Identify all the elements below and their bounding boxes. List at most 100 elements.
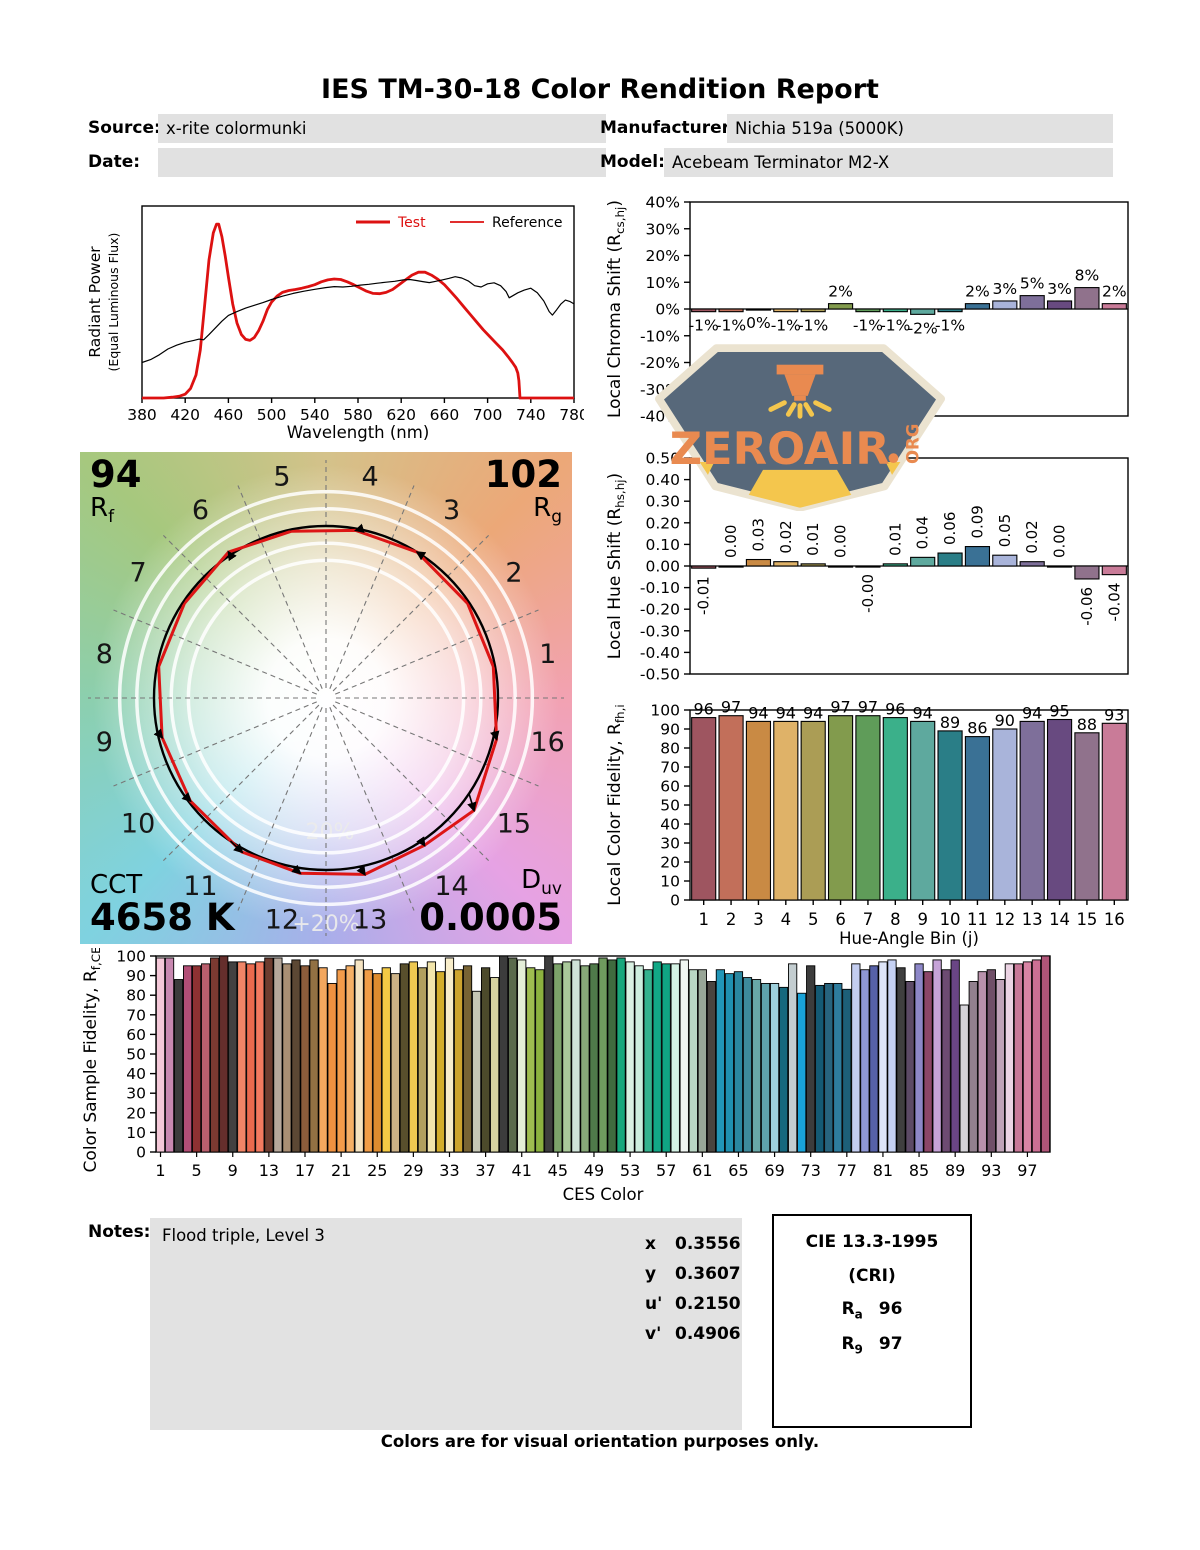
model-value: Acebeam Terminator M2-X bbox=[672, 153, 890, 172]
duv-label: Duv bbox=[521, 865, 562, 900]
svg-text:81: 81 bbox=[873, 1161, 893, 1180]
svg-text:540: 540 bbox=[300, 406, 330, 424]
svg-text:96: 96 bbox=[694, 700, 714, 719]
svg-text:-20%: -20% bbox=[640, 354, 680, 372]
svg-text:60: 60 bbox=[126, 1026, 146, 1044]
svg-text:13: 13 bbox=[1022, 910, 1043, 929]
svg-text:45: 45 bbox=[548, 1161, 568, 1180]
cri-subtitle: (CRI) bbox=[848, 1266, 896, 1286]
svg-text:Hue-Angle Bin (j): Hue-Angle Bin (j) bbox=[839, 929, 979, 948]
svg-text:11: 11 bbox=[967, 910, 988, 929]
source-field[interactable]: x-rite colormunki bbox=[158, 114, 606, 143]
cct-label: CCT bbox=[90, 869, 143, 900]
svg-text:70: 70 bbox=[660, 759, 680, 777]
svg-text:15: 15 bbox=[1076, 910, 1097, 929]
svg-text:1: 1 bbox=[539, 639, 556, 670]
svg-text:94: 94 bbox=[913, 703, 933, 722]
model-label: Model: bbox=[600, 152, 665, 172]
svg-text:40: 40 bbox=[126, 1065, 146, 1083]
svg-text:8: 8 bbox=[890, 910, 901, 929]
svg-text:90: 90 bbox=[660, 721, 680, 739]
svg-text:100: 100 bbox=[650, 702, 680, 720]
svg-text:21: 21 bbox=[331, 1161, 351, 1180]
svg-text:-1%: -1% bbox=[689, 317, 719, 335]
svg-text:17: 17 bbox=[295, 1161, 315, 1180]
svg-text:20: 20 bbox=[660, 854, 680, 872]
svg-text:-0.01: -0.01 bbox=[695, 576, 713, 615]
svg-text:-10%: -10% bbox=[640, 327, 680, 345]
svg-text:-1%: -1% bbox=[935, 317, 965, 335]
svg-text:3: 3 bbox=[753, 910, 764, 929]
svg-text:9: 9 bbox=[228, 1161, 238, 1180]
svg-text:53: 53 bbox=[620, 1161, 640, 1180]
svg-text:780: 780 bbox=[559, 406, 584, 424]
cri-title: CIE 13.3-1995 bbox=[805, 1232, 939, 1252]
svg-text:580: 580 bbox=[343, 406, 373, 424]
svg-text:85: 85 bbox=[909, 1161, 929, 1180]
svg-text:88: 88 bbox=[1077, 715, 1097, 734]
notes-label: Notes: bbox=[88, 1222, 151, 1242]
svg-text:8%: 8% bbox=[1075, 267, 1100, 285]
svg-text:9: 9 bbox=[96, 727, 113, 758]
svg-text:14: 14 bbox=[434, 871, 468, 902]
svg-text:9: 9 bbox=[917, 910, 928, 929]
date-field[interactable] bbox=[158, 148, 606, 177]
svg-text:70: 70 bbox=[126, 1006, 146, 1024]
manufacturer-value: Nichia 519a (5000K) bbox=[735, 119, 904, 138]
svg-text:1: 1 bbox=[698, 910, 709, 929]
svg-text:0%: 0% bbox=[655, 301, 680, 319]
svg-text:40: 40 bbox=[660, 816, 680, 834]
svg-text:4: 4 bbox=[361, 461, 378, 492]
svg-text:0.40: 0.40 bbox=[645, 471, 680, 489]
svg-text:-0.40: -0.40 bbox=[640, 644, 680, 662]
manufacturer-label: Manufacturer: bbox=[600, 118, 737, 138]
svg-text:12: 12 bbox=[265, 905, 299, 936]
svg-text:0.00: 0.00 bbox=[645, 558, 680, 576]
svg-text:97: 97 bbox=[721, 700, 741, 717]
svg-text:0.09: 0.09 bbox=[968, 505, 986, 538]
svg-text:(Equal Luminous Flux): (Equal Luminous Flux) bbox=[106, 233, 121, 372]
svg-text:16: 16 bbox=[1104, 910, 1125, 929]
svg-text:740: 740 bbox=[516, 406, 546, 424]
rg-value-block: 102 Rg bbox=[485, 455, 562, 527]
svg-text:-0.10: -0.10 bbox=[640, 579, 680, 597]
svg-text:0.00: 0.00 bbox=[832, 525, 850, 558]
svg-text:80: 80 bbox=[126, 987, 146, 1005]
svg-text:-0.06: -0.06 bbox=[1078, 587, 1096, 626]
svg-text:33: 33 bbox=[439, 1161, 459, 1180]
svg-text:Reference: Reference bbox=[492, 215, 563, 231]
svg-text:94: 94 bbox=[748, 703, 768, 722]
svg-text:0.20: 0.20 bbox=[645, 514, 680, 532]
svg-text:-1%: -1% bbox=[716, 317, 746, 335]
duv-value: 0.0005 bbox=[419, 896, 562, 940]
svg-text:14: 14 bbox=[1049, 910, 1070, 929]
svg-text:6: 6 bbox=[835, 910, 846, 929]
svg-text:1: 1 bbox=[155, 1161, 165, 1180]
svg-text:73: 73 bbox=[801, 1161, 821, 1180]
svg-text:0.03: 0.03 bbox=[749, 518, 767, 551]
svg-text:500: 500 bbox=[257, 406, 287, 424]
svg-text:10: 10 bbox=[126, 1124, 146, 1142]
svg-text:10: 10 bbox=[660, 873, 680, 891]
date-label: Date: bbox=[88, 152, 141, 172]
svg-text:-30%: -30% bbox=[640, 381, 680, 399]
svg-text:90: 90 bbox=[995, 711, 1015, 730]
svg-text:-1%: -1% bbox=[771, 317, 801, 335]
rf-value: 94 bbox=[90, 453, 142, 496]
manufacturer-field[interactable]: Nichia 519a (5000K) bbox=[727, 114, 1113, 143]
svg-text:6: 6 bbox=[192, 495, 209, 526]
notes-field[interactable]: Flood triple, Level 3 bbox=[150, 1218, 742, 1430]
svg-text:0.00: 0.00 bbox=[1051, 525, 1069, 558]
svg-text:97: 97 bbox=[1017, 1161, 1037, 1180]
model-field[interactable]: Acebeam Terminator M2-X bbox=[664, 148, 1113, 177]
source-label: Source: bbox=[88, 118, 161, 138]
svg-text:10: 10 bbox=[121, 809, 155, 840]
svg-text:30: 30 bbox=[660, 835, 680, 853]
svg-text:50: 50 bbox=[126, 1046, 146, 1064]
svg-text:90: 90 bbox=[126, 967, 146, 985]
svg-text:7: 7 bbox=[129, 557, 146, 588]
svg-text:93: 93 bbox=[1104, 705, 1124, 724]
svg-text:Local Hue Shift (Rhs,hj): Local Hue Shift (Rhs,hj) bbox=[605, 473, 627, 659]
svg-text:-0.00: -0.00 bbox=[859, 574, 877, 613]
